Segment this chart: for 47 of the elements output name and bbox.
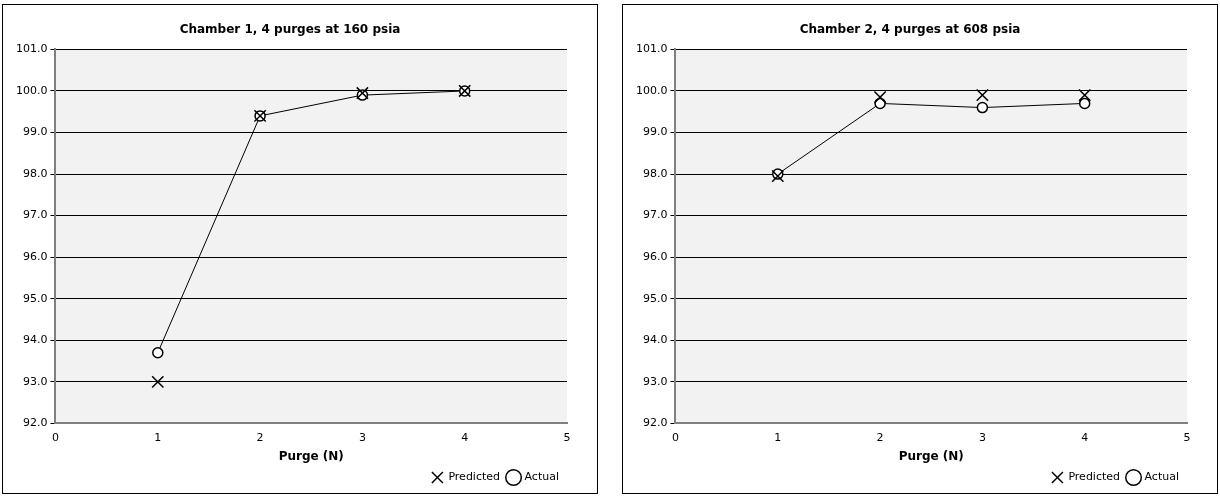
x-tick-label: 1 [154, 430, 162, 444]
y-tick-label: 94.0 [22, 333, 48, 347]
x-tick-label: 4 [1081, 430, 1089, 444]
y-tick-label: 92.0 [22, 416, 48, 430]
x-tick-label: 0 [671, 430, 679, 444]
y-tick-label: 95.0 [22, 291, 48, 305]
y-tick-label: 93.0 [22, 374, 48, 388]
x-tick-label: 1 [774, 430, 782, 444]
point [873, 90, 887, 104]
x-tick-label: 3 [978, 430, 986, 444]
point [1078, 88, 1092, 102]
x-tick-label: 5 [563, 430, 571, 444]
point [151, 375, 165, 389]
x-axis-title: Purge (N) [898, 448, 964, 463]
y-tick-label: 97.0 [642, 208, 668, 222]
chart-title: Chamber 2, 4 purges at 608 psia [799, 22, 1021, 37]
y-tick-label: 96.0 [642, 250, 668, 264]
y-tick-label: 93.0 [642, 374, 668, 388]
y-tick-label: 99.0 [642, 125, 668, 139]
y-tick-label: 97.0 [22, 208, 48, 222]
chart-title: Chamber 1, 4 purges at 160 psia [179, 22, 401, 37]
y-tick-label: 100.0 [635, 83, 668, 97]
y-tick-label: 94.0 [642, 333, 668, 347]
x-tick-label: 4 [461, 430, 469, 444]
y-tick-label: 98.0 [642, 166, 668, 180]
y-tick-label: 100.0 [15, 83, 48, 97]
y-tick-label: 96.0 [22, 250, 48, 264]
x-tick-label: 0 [51, 430, 59, 444]
x-tick-label: 3 [358, 430, 366, 444]
x-tick-label: 5 [1183, 430, 1191, 444]
point [976, 101, 989, 114]
legend-label: Predicted [448, 470, 501, 484]
y-tick-label: 92.0 [642, 416, 668, 430]
y-tick-label: 95.0 [642, 291, 668, 305]
y-tick-label: 101.0 [15, 42, 48, 56]
point [1078, 97, 1091, 110]
legend-label: Actual [524, 470, 560, 484]
point [975, 88, 989, 102]
y-tick-label: 98.0 [22, 166, 48, 180]
x-tick-label: 2 [876, 430, 884, 444]
legend-label: Actual [1144, 470, 1180, 484]
x-axis-title: Purge (N) [278, 448, 344, 463]
x-tick-label: 2 [256, 430, 264, 444]
point [152, 347, 164, 359]
legend-label: Predicted [1068, 470, 1121, 484]
y-tick-label: 101.0 [635, 42, 668, 56]
y-tick-label: 99.0 [22, 125, 48, 139]
